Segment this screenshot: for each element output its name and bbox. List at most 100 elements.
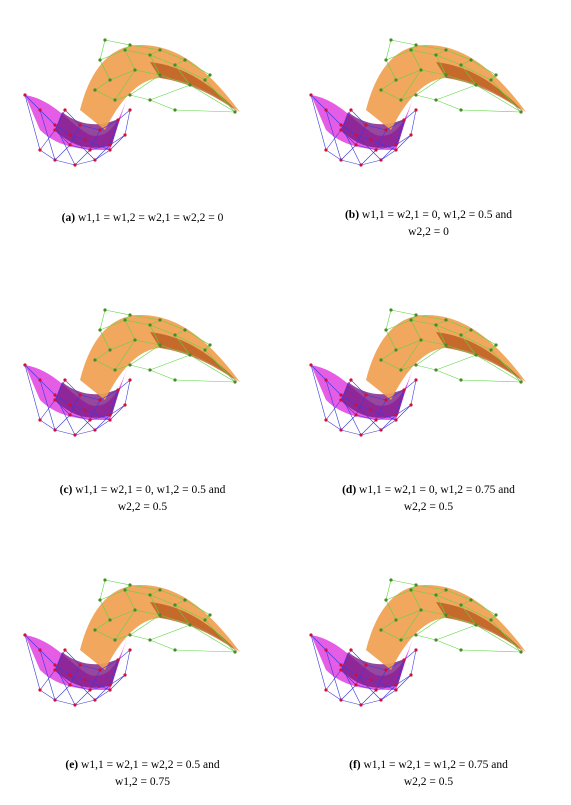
surface-plot-b — [309, 38, 526, 167]
control-point — [123, 318, 127, 322]
control-point — [359, 433, 363, 437]
caption-line1: w1,1 = w2,1 = w1,2 = 0.75 and — [363, 759, 508, 771]
control-point — [469, 58, 473, 62]
caption-e: (e) w1,1 = w2,1 = w2,2 = 0.5 and w1,2 = … — [0, 757, 285, 791]
control-point — [389, 578, 393, 582]
control-point — [233, 650, 237, 654]
control-point — [374, 688, 378, 692]
caption-line2: w2,2 = 0 — [408, 226, 449, 238]
control-point — [364, 393, 368, 397]
control-point — [379, 428, 383, 432]
control-point — [434, 53, 438, 57]
control-net-right — [379, 578, 523, 654]
control-point — [459, 648, 463, 652]
control-point — [183, 598, 187, 602]
control-point — [339, 128, 343, 132]
control-point — [324, 418, 328, 422]
control-net-right — [93, 578, 237, 654]
control-point — [434, 98, 438, 102]
control-point — [389, 308, 393, 312]
control-point — [324, 688, 328, 692]
caption-line1: w1,1 = w2,1 = 0, w1,2 = 0.75 and — [359, 484, 515, 496]
control-point — [203, 348, 207, 352]
control-point — [339, 393, 343, 397]
control-point — [158, 48, 162, 52]
control-point — [233, 110, 237, 114]
control-point — [78, 393, 82, 397]
control-point — [519, 380, 523, 384]
surface-patch-right-shadow — [436, 332, 524, 382]
control-point — [339, 158, 343, 162]
control-point — [379, 358, 383, 362]
control-point — [394, 683, 398, 687]
control-point — [158, 73, 162, 77]
control-point — [108, 78, 112, 82]
control-point — [394, 618, 398, 622]
control-point — [369, 138, 373, 142]
caption-line2: w1,2 = 0.75 — [114, 776, 171, 788]
surface-patch-left-shadow — [55, 112, 120, 148]
control-point — [409, 318, 413, 322]
control-point — [38, 418, 42, 422]
control-net-left — [309, 633, 418, 707]
control-point — [133, 608, 137, 612]
surface-patch-left-shadow — [341, 382, 406, 418]
control-point — [116, 658, 120, 662]
control-point — [324, 648, 328, 652]
control-point — [414, 363, 418, 367]
control-net-left — [309, 363, 418, 437]
caption-line1: w1,1 = w2,1 = w2,2 = 0.5 and — [81, 759, 220, 771]
control-point — [103, 308, 107, 312]
control-point — [68, 673, 72, 677]
caption-label: (b) — [344, 209, 360, 221]
control-point — [183, 328, 187, 332]
control-point — [93, 88, 97, 92]
control-point — [339, 398, 343, 402]
control-point — [414, 648, 418, 652]
control-point — [324, 148, 328, 152]
control-point — [38, 688, 42, 692]
caption-c: (c) w1,1 = w2,1 = 0, w1,2 = 0.5 and w2,2… — [0, 482, 285, 516]
control-point — [339, 698, 343, 702]
figure-panel-e: (e) w1,1 = w2,1 = w2,2 = 0.5 and w1,2 = … — [0, 540, 285, 805]
control-point — [414, 583, 418, 587]
control-point — [133, 68, 137, 72]
control-point — [379, 88, 383, 92]
control-point — [108, 618, 112, 622]
control-point — [93, 158, 97, 162]
control-point — [394, 78, 398, 82]
caption-line2: w2,2 = 0.5 — [403, 501, 454, 513]
control-point — [98, 598, 102, 602]
control-point — [98, 58, 102, 62]
control-point — [73, 703, 77, 707]
control-point — [459, 63, 463, 67]
control-point — [384, 128, 388, 132]
control-point — [409, 133, 413, 137]
control-point — [116, 388, 120, 392]
control-point — [123, 403, 127, 407]
control-point — [158, 318, 162, 322]
figure-panel-d: (d) w1,1 = w2,1 = 0, w1,2 = 0.75 and w2,… — [286, 270, 571, 535]
control-point — [324, 108, 328, 112]
control-point — [38, 648, 42, 652]
control-net-left — [23, 363, 132, 437]
control-point — [93, 628, 97, 632]
control-point — [359, 163, 363, 167]
control-point — [83, 408, 87, 412]
control-point — [309, 633, 313, 637]
control-point — [73, 163, 77, 167]
control-point — [148, 593, 152, 597]
control-point — [38, 378, 42, 382]
control-point — [419, 338, 423, 342]
control-point — [339, 428, 343, 432]
control-point — [133, 338, 137, 342]
control-point — [444, 343, 448, 347]
control-point — [173, 108, 177, 112]
control-point — [23, 633, 27, 637]
control-point — [384, 398, 388, 402]
control-point — [419, 608, 423, 612]
control-net-left — [23, 93, 132, 167]
surface-patch-right — [366, 45, 526, 130]
control-point — [444, 613, 448, 617]
control-point — [414, 93, 418, 97]
